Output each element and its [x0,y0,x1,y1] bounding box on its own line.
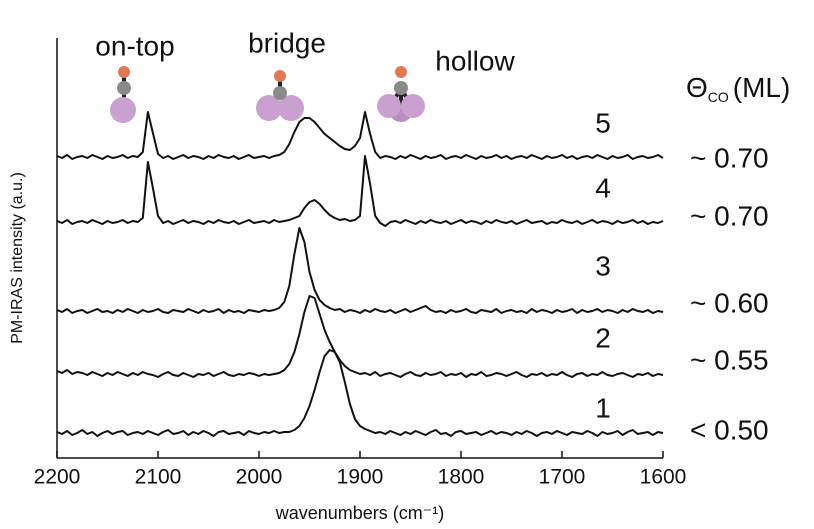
site-label: on-top [95,30,174,61]
x-tick-label: 1800 [438,466,485,489]
coverage-header: ΘCO (ML) [686,72,790,104]
coverage-label: ~ 0.60 [690,287,769,318]
trace-label: 4 [595,172,611,203]
x-tick-label: 2000 [236,466,283,489]
coverage-unit: (ML) [733,72,791,103]
spectrum-line [56,227,664,314]
x-tick-label: 2200 [34,466,81,489]
coverage-label: ~ 0.70 [690,200,769,231]
site-label: bridge [248,27,326,58]
x-tick-label: 1600 [640,466,687,489]
coverage-label: < 0.50 [690,414,769,445]
x-axis-label: wavenumbers (cm⁻¹) [275,503,445,523]
hollow-icon [377,66,425,122]
spectrum-line [56,295,664,378]
adsorption-icons [110,66,425,123]
coverage-label: ~ 0.55 [690,344,769,375]
bridge-icon [256,70,304,121]
x-tick-label: 1700 [539,466,586,489]
y-axis-label: PM-IRAS intensity (a.u.) [9,172,26,344]
coverage-subscript: CO [708,89,729,105]
trace-label: 2 [595,322,611,353]
site-label: hollow [435,45,515,76]
spectrum-line [56,349,664,437]
coverage-label: ~ 0.70 [690,142,769,173]
trace-label: 1 [595,392,611,423]
on-top-icon [110,66,136,123]
coverage-symbol: Θ [686,72,708,103]
trace-label: 5 [595,107,611,138]
x-tick-label: 1900 [337,466,384,489]
spectrum-line [56,155,664,227]
spectrum-line [56,111,664,160]
x-tick-label: 2100 [135,466,182,489]
trace-label: 3 [595,250,611,281]
